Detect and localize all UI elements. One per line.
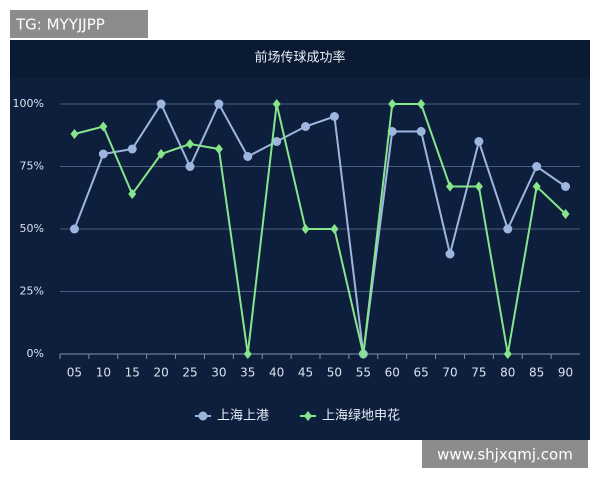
point: [272, 99, 281, 109]
point: [69, 224, 79, 234]
point: [474, 137, 484, 146]
point: [128, 189, 137, 199]
point: [474, 181, 483, 192]
watermark-box: [10, 10, 148, 38]
point: [127, 144, 137, 154]
chart-title: 前场传球成功率: [254, 50, 345, 66]
point: [214, 144, 223, 154]
x-tick-label: 35: [240, 366, 255, 380]
watermark: www.shjxqmj.com: [437, 446, 573, 464]
series-line: [73, 101, 567, 355]
point: [301, 122, 311, 131]
point: [243, 349, 252, 359]
point: [417, 99, 426, 109]
x-tick-label: 10: [96, 366, 111, 380]
y-tick-label: 100%: [13, 97, 44, 110]
watermark: TG: MYYJJPP: [15, 16, 105, 34]
legend-label: 上海上港: [217, 409, 269, 424]
point: [561, 182, 571, 191]
point: [272, 137, 282, 146]
x-tick-label: 30: [211, 366, 226, 380]
x-tick-label: 15: [125, 366, 140, 380]
x-tick-label: 85: [529, 366, 544, 380]
legend-marker: [198, 411, 208, 421]
x-tick-label: 25: [182, 366, 197, 380]
point: [532, 162, 542, 171]
x-tick-label: 80: [500, 366, 515, 380]
point: [330, 224, 339, 234]
point: [503, 224, 513, 234]
x-tick-label: 45: [298, 366, 313, 380]
legend-label: 上海绿地申花: [322, 408, 400, 424]
point: [157, 149, 166, 159]
point: [301, 224, 310, 234]
point: [186, 139, 194, 149]
point: [214, 99, 224, 109]
x-tick-label: 40: [269, 366, 284, 380]
watermark-box: [422, 440, 588, 468]
point: [445, 249, 455, 259]
point: [561, 209, 570, 219]
point: [70, 129, 79, 139]
x-tick-label: 90: [558, 366, 573, 380]
point: [446, 181, 454, 192]
point: [243, 152, 253, 161]
point: [359, 349, 368, 359]
x-tick-label: 05: [67, 366, 82, 380]
x-tick-label: 75: [471, 366, 486, 380]
y-tick-label: 25%: [20, 285, 44, 298]
point: [98, 149, 108, 159]
legend-marker: [304, 411, 312, 421]
x-tick-label: 70: [442, 366, 457, 380]
point: [156, 99, 166, 109]
point: [99, 121, 108, 132]
x-tick-label: 55: [356, 366, 371, 380]
y-tick-label: 75%: [20, 160, 44, 173]
x-tick-label: 50: [327, 366, 342, 380]
y-tick-label: 0%: [27, 347, 44, 360]
series-line: [74, 103, 567, 355]
point: [416, 127, 426, 136]
chart-panel: [10, 40, 590, 440]
y-tick-label: 50%: [20, 222, 44, 235]
point: [503, 349, 512, 359]
x-tick-label: 60: [385, 366, 400, 380]
point: [532, 181, 541, 192]
point: [388, 99, 397, 109]
x-tick-label: 20: [153, 366, 168, 380]
x-tick-label: 65: [413, 366, 428, 380]
title-band: [10, 40, 590, 78]
point: [329, 112, 339, 121]
point: [185, 162, 195, 171]
